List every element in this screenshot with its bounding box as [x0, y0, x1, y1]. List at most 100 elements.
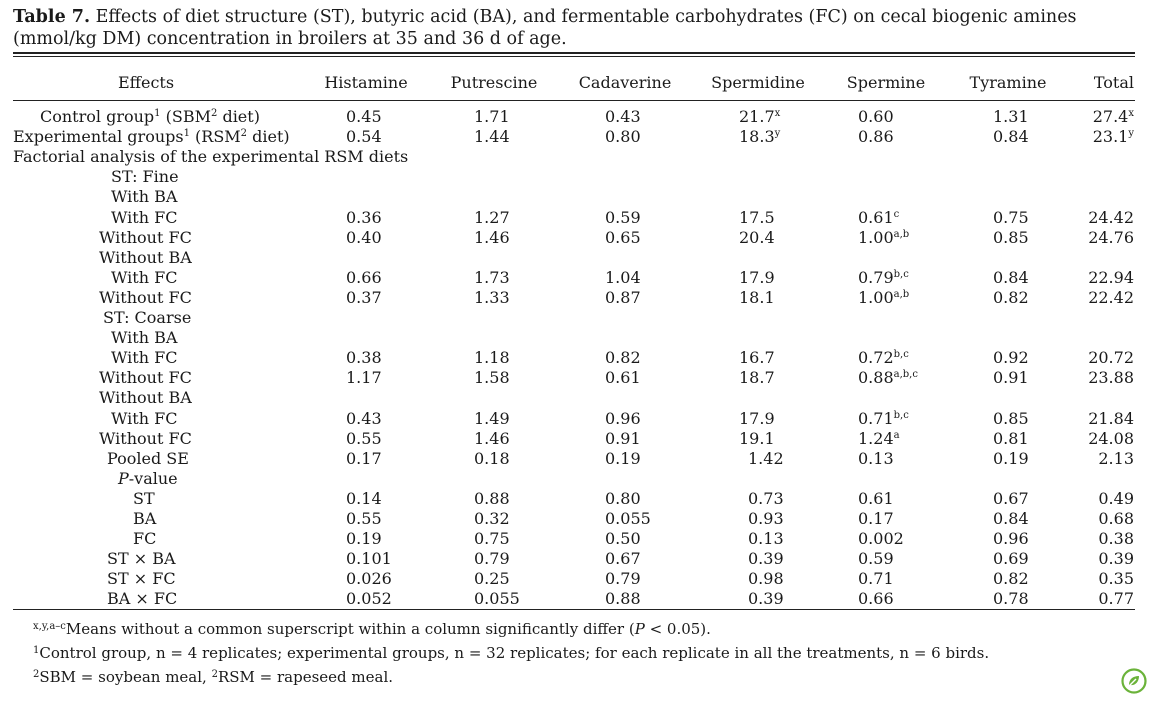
- table-cell: 0.96: [993, 529, 1029, 549]
- table-cell: 0.84: [993, 267, 1029, 287]
- table-cell: 0.002: [858, 529, 904, 549]
- header-rule: [13, 100, 1135, 101]
- table-cell: 21.7x: [739, 107, 781, 126]
- table-cell: 0.54: [346, 127, 382, 147]
- table-cell: 1.31: [993, 107, 1029, 126]
- label-footnote-mark: 2: [240, 128, 248, 140]
- row-label: Pooled SE: [107, 448, 189, 468]
- table-cell: 0.40: [346, 227, 382, 247]
- significance-superscript: y: [774, 128, 781, 140]
- table-cell: 24.08: [1088, 428, 1134, 448]
- table-cell: 1.00a,b: [858, 287, 910, 307]
- table-cell: 0.43: [346, 408, 382, 428]
- table-cell: 24.42: [1088, 207, 1134, 227]
- significance-superscript: b,c: [893, 268, 909, 280]
- table-caption: Table 7. Effects of diet structure (ST),…: [13, 6, 1143, 50]
- footnote-mark: 2: [211, 669, 218, 680]
- table-cell: 16.7: [739, 348, 775, 368]
- table-cell: 22.94: [1088, 267, 1134, 287]
- table-cell: 1.18: [474, 348, 510, 368]
- row-label: With FC: [111, 348, 178, 368]
- table-cell: 0.36: [346, 207, 382, 227]
- table-cell: 0.84: [993, 509, 1029, 528]
- row-label: With BA: [111, 187, 178, 207]
- table-cell: 1.27: [474, 207, 510, 227]
- table-cell: 0.45: [346, 107, 382, 126]
- row-label: ST: Coarse: [103, 308, 192, 327]
- table-cell: 0.39: [748, 589, 784, 609]
- table-cell: 0.88: [605, 589, 641, 609]
- table-cell: 0.61c: [858, 207, 900, 227]
- table-cell: 1.46: [474, 428, 510, 448]
- table-cell: 1.04: [605, 267, 641, 287]
- table-cell: 1.44: [474, 127, 510, 147]
- table-cell: 20.72: [1088, 348, 1134, 368]
- row-label: With FC: [111, 207, 178, 227]
- table-cell: 0.19: [346, 529, 382, 549]
- column-header: Effects: [117, 73, 175, 92]
- row-label: BA: [133, 509, 157, 528]
- table-cell: 1.58: [474, 368, 510, 388]
- significance-superscript: b,c: [893, 409, 909, 421]
- table-cell: 0.37: [346, 287, 382, 307]
- table-cell: 0.026: [346, 569, 392, 589]
- row-label: Factorial analysis of the experimental R…: [13, 147, 409, 167]
- table-cell: 0.73: [748, 488, 784, 508]
- significance-superscript: a: [893, 429, 900, 441]
- table-cell: 0.55: [346, 428, 382, 448]
- table-cell: 0.66: [346, 267, 382, 287]
- label-footnote-mark: 1: [154, 108, 161, 119]
- table-cell: 0.88a,b,c: [858, 368, 918, 388]
- row-label: With FC: [111, 267, 178, 287]
- table-cell: 0.14: [346, 488, 382, 508]
- table-cell: 0.101: [346, 549, 392, 569]
- row-label: Without FC: [99, 287, 192, 307]
- table-cell: 19.1: [739, 428, 775, 448]
- italic-p: P: [118, 468, 129, 488]
- footnote-mark: 1: [33, 645, 40, 656]
- table-cell: 0.50: [605, 529, 641, 549]
- table-cell: 0.38: [346, 348, 382, 368]
- table-cell: 24.76: [1088, 227, 1134, 247]
- table-cell: 0.80: [605, 488, 641, 508]
- table-title: Effects of diet structure (ST), butyric …: [13, 7, 1077, 49]
- table-cell: 0.86: [858, 127, 894, 147]
- leaf-badge-icon[interactable]: [1121, 668, 1147, 694]
- table-cell: 0.77: [1098, 589, 1134, 609]
- column-header: Tyramine: [969, 73, 1047, 92]
- table-cell: 0.66: [858, 589, 894, 609]
- table-cell: 22.42: [1088, 287, 1134, 307]
- table-cell: 2.13: [1098, 448, 1134, 468]
- table-cell: 0.80: [605, 127, 641, 147]
- column-header: Total: [1093, 73, 1134, 92]
- table-cell: 0.88: [474, 488, 510, 508]
- table-cell: 0.85: [993, 227, 1029, 247]
- table-cell: 0.91: [605, 428, 641, 448]
- label-footnote-mark: 1: [183, 128, 190, 140]
- table-cell: 0.59: [858, 549, 894, 569]
- table-cell: 0.35: [1098, 569, 1134, 589]
- top-rule: [13, 52, 1135, 54]
- significance-superscript: x: [774, 108, 781, 119]
- row-label: Control group1 (SBM2 diet): [40, 107, 260, 126]
- table-cell: 18.7: [739, 368, 775, 388]
- table-cell: 0.82: [605, 348, 641, 368]
- table-cell: 1.73: [474, 267, 510, 287]
- significance-superscript: a,b: [893, 288, 910, 300]
- footnote-mark: x,y,a–c: [33, 621, 66, 632]
- bottom-rule: [13, 609, 1135, 610]
- table-cell: 0.75: [993, 207, 1029, 227]
- table-cell: 18.3y: [739, 127, 781, 147]
- table-cell: 0.60: [858, 107, 894, 126]
- table-cell: 23.1y: [1092, 127, 1134, 147]
- row-label: Without FC: [99, 428, 192, 448]
- table-cell: 17.5: [739, 207, 775, 227]
- table-cell: 17.9: [739, 267, 775, 287]
- significance-superscript: x: [1128, 108, 1134, 119]
- row-label: With BA: [111, 328, 178, 348]
- footnote: 2SBM = soybean meal, 2RSM = rapeseed mea…: [33, 668, 394, 686]
- table-cell: 0.72b,c: [858, 348, 909, 368]
- table-cell: 20.4: [739, 227, 775, 247]
- table-cell: 0.85: [993, 408, 1029, 428]
- row-label: BA × FC: [107, 589, 178, 609]
